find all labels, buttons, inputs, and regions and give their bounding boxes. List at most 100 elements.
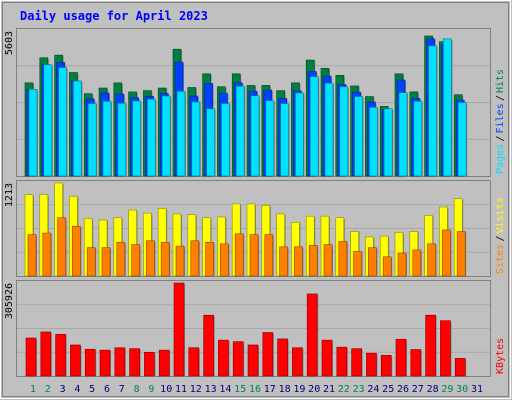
bar-sites-day-21 (323, 244, 333, 277)
bar-kbytes-day-22 (336, 346, 348, 377)
bar-kbytes-day-7 (114, 347, 126, 377)
scale-labels: 5603 1213 305926 (4, 31, 15, 319)
bar-pages-day-16 (250, 95, 260, 177)
x-tick-label: 10 (160, 384, 172, 395)
x-tick-label: 28 (427, 384, 439, 395)
x-tick-label: 5 (89, 384, 95, 395)
x-tick-label: 4 (74, 384, 80, 395)
bar-sites-day-2 (42, 232, 52, 277)
bar-pages-day-8 (132, 100, 141, 177)
bar-kbytes-day-15 (232, 341, 244, 377)
bar-kbytes-day-30 (454, 358, 466, 377)
x-tick-label: 14 (219, 384, 231, 395)
bar-kbytes-day-10 (158, 349, 170, 377)
bar-sites-day-6 (101, 247, 111, 277)
bar-kbytes-day-20 (306, 293, 318, 377)
bar-pages-day-5 (87, 103, 97, 177)
bar-kbytes-day-19 (292, 347, 303, 377)
bar-pages-day-1 (28, 89, 38, 177)
legend-hits: Hits (495, 69, 506, 93)
bar-kbytes-day-23 (351, 348, 362, 377)
bar-pages-day-25 (383, 108, 393, 177)
chart-title: Daily usage for April 2023 (20, 9, 208, 23)
x-tick-label: 18 (279, 384, 291, 395)
bar-sites-day-10 (160, 241, 170, 277)
bar-pages-day-21 (324, 82, 334, 177)
bar-pages-day-23 (354, 96, 363, 177)
bar-sites-day-11 (175, 245, 185, 277)
bar-sites-day-30 (456, 231, 466, 277)
bar-sites-day-14 (220, 243, 229, 277)
bar-pages-day-10 (161, 95, 171, 177)
bar-sites-day-24 (368, 247, 377, 277)
bar-pages-day-29 (443, 38, 452, 177)
x-tick-label: 19 (293, 384, 305, 395)
x-tick-label: 17 (264, 384, 276, 395)
bar-pages-day-2 (43, 64, 53, 177)
bar-kbytes-day-1 (25, 337, 37, 377)
bar-sites-day-8 (131, 244, 140, 277)
x-tick-label: 9 (148, 384, 154, 395)
bar-pages-day-24 (369, 107, 378, 177)
x-tick-label: 15 (234, 384, 246, 395)
bar-kbytes-day-3 (55, 334, 66, 377)
legend-kbytes: KBytes (495, 338, 506, 374)
x-tick-label: 24 (367, 384, 379, 395)
bar-pages-day-28 (428, 45, 437, 177)
bar-kbytes-day-6 (99, 349, 111, 377)
legend-pages: Pages (495, 144, 506, 174)
x-tick-label: 25 (382, 384, 394, 395)
bar-sites-day-7 (116, 241, 126, 277)
scale-label-kbytes: 305926 (4, 283, 15, 319)
scale-label-hits-files-pages: 5603 (4, 31, 15, 55)
x-tick-label: 1 (30, 384, 36, 395)
bar-kbytes-day-14 (218, 339, 229, 377)
bar-pages-day-17 (265, 100, 275, 177)
bar-sites-day-13 (205, 241, 214, 277)
bar-pages-day-4 (73, 80, 82, 177)
x-tick-label: 2 (45, 384, 51, 395)
bar-sites-day-29 (442, 229, 451, 277)
bar-pages-day-18 (280, 103, 289, 177)
bar-pages-day-11 (176, 91, 186, 177)
x-tick-label: 11 (175, 384, 187, 395)
bar-sites-day-1 (27, 234, 37, 277)
legend-sites: Sites (495, 244, 506, 274)
bar-kbytes-day-28 (425, 314, 436, 377)
bar-sites-day-12 (190, 240, 200, 277)
x-tick-label: 21 (323, 384, 335, 395)
legend-files: Files (495, 103, 506, 133)
bar-kbytes-day-16 (247, 344, 259, 377)
legend-separator: / (495, 235, 506, 241)
bar-pages-day-22 (339, 86, 349, 177)
bar-sites-day-4 (72, 225, 81, 277)
bar-pages-day-9 (147, 98, 156, 177)
x-tick-label: 29 (441, 384, 453, 395)
bar-sites-day-15 (234, 233, 244, 277)
x-tick-label: 6 (104, 384, 110, 395)
bar-sites-day-19 (294, 246, 303, 277)
legend-separator: / (495, 95, 506, 101)
chart-inner-frame (2, 2, 509, 397)
bar-sites-day-25 (382, 256, 392, 277)
bar-sites-day-18 (279, 246, 288, 277)
bar-pages-day-15 (235, 85, 245, 177)
scale-label-visits-sites: 1213 (4, 183, 15, 207)
x-tick-label: 22 (338, 384, 350, 395)
x-tick-label: 20 (308, 384, 320, 395)
bar-pages-day-30 (457, 102, 467, 177)
x-tick-label: 7 (119, 384, 125, 395)
bar-sites-day-26 (397, 252, 407, 277)
bar-pages-day-27 (413, 100, 423, 177)
x-tick-label: 23 (353, 384, 365, 395)
bar-kbytes-day-21 (321, 339, 333, 377)
x-tick-label: 27 (412, 384, 424, 395)
bar-sites-day-3 (57, 217, 66, 277)
bar-sites-day-17 (264, 234, 274, 277)
legend-visits: Visits (495, 197, 506, 233)
bar-pages-day-20 (309, 76, 319, 177)
bar-sites-day-28 (427, 243, 436, 277)
bar-kbytes-day-29 (440, 320, 451, 377)
bar-sites-day-22 (338, 241, 348, 277)
